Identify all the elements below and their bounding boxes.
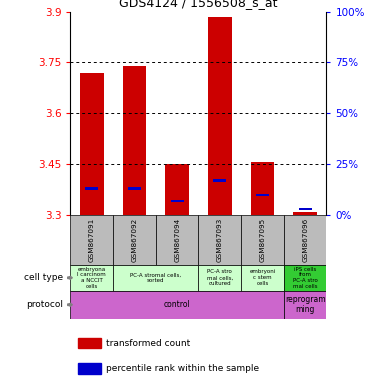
Bar: [156, 215, 198, 265]
Bar: [198, 265, 241, 291]
Bar: [241, 265, 284, 291]
Bar: [213, 179, 226, 182]
Text: GSM867092: GSM867092: [131, 218, 138, 262]
FancyArrow shape: [68, 276, 72, 280]
Text: iPS cells
from
PC-A stro
mal cells: iPS cells from PC-A stro mal cells: [293, 266, 318, 289]
Text: cell type: cell type: [24, 273, 63, 282]
Text: GSM867096: GSM867096: [302, 218, 308, 262]
Bar: [198, 215, 241, 265]
Text: transformed count: transformed count: [106, 339, 191, 348]
Text: GSM867091: GSM867091: [89, 218, 95, 262]
Bar: [113, 265, 198, 291]
Bar: [123, 66, 146, 215]
Bar: [293, 212, 317, 215]
Text: percentile rank within the sample: percentile rank within the sample: [106, 364, 259, 373]
Text: protocol: protocol: [26, 300, 63, 309]
Text: embryoni
c stem
cells: embryoni c stem cells: [249, 270, 276, 286]
Bar: [78, 363, 101, 374]
Title: GDS4124 / 1556508_s_at: GDS4124 / 1556508_s_at: [119, 0, 278, 9]
Bar: [70, 291, 284, 319]
Bar: [299, 208, 312, 210]
FancyArrow shape: [68, 303, 72, 306]
Bar: [284, 215, 326, 265]
Bar: [284, 265, 326, 291]
Bar: [284, 291, 326, 319]
Text: control: control: [164, 300, 191, 309]
Text: embryona
l carcinom
a NCCIT
cells: embryona l carcinom a NCCIT cells: [78, 266, 106, 289]
Bar: [128, 187, 141, 190]
Text: GSM867093: GSM867093: [217, 218, 223, 262]
Bar: [113, 215, 156, 265]
Bar: [165, 164, 189, 215]
Bar: [251, 162, 274, 215]
Bar: [80, 73, 104, 215]
Bar: [208, 17, 232, 215]
Bar: [256, 194, 269, 196]
Text: reprogram
ming: reprogram ming: [285, 295, 325, 314]
Bar: [241, 215, 284, 265]
Text: GSM867095: GSM867095: [259, 218, 266, 262]
Bar: [171, 200, 184, 202]
Bar: [85, 187, 98, 190]
Text: GSM867094: GSM867094: [174, 218, 180, 262]
Bar: [70, 215, 113, 265]
Bar: [78, 338, 101, 348]
Text: PC-A stro
mal cells,
cultured: PC-A stro mal cells, cultured: [207, 270, 233, 286]
Text: PC-A stromal cells,
sorted: PC-A stromal cells, sorted: [130, 272, 181, 283]
Bar: [70, 265, 113, 291]
